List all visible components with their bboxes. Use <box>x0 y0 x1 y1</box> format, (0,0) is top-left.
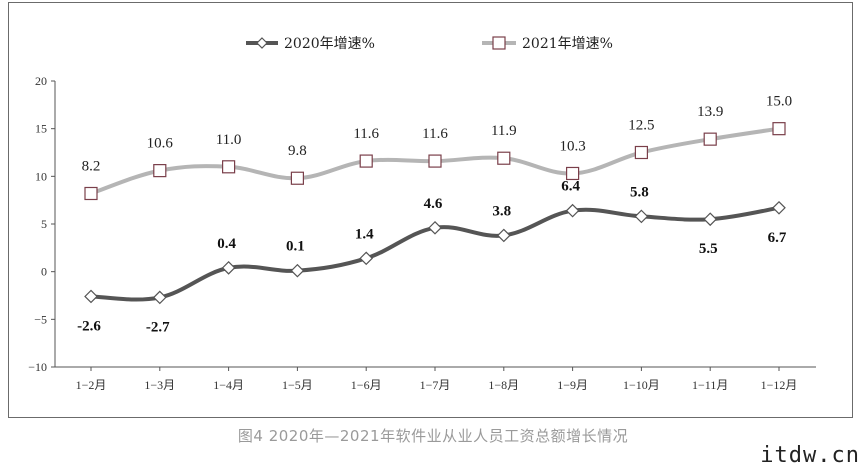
series-2021-point <box>84 186 98 201</box>
series-2020-data-label: -2.7 <box>146 319 170 335</box>
y-tick-label: −10 <box>28 360 47 374</box>
x-tick-label: 1−4月 <box>213 378 244 392</box>
series-2021-data-label: 15.0 <box>766 94 792 110</box>
legend-2020-label: 2020年增速% <box>284 36 375 52</box>
x-tick-label: 1−2月 <box>76 378 107 392</box>
legend-2021-label: 2021年增速% <box>522 36 613 52</box>
series-2021-point <box>772 122 786 136</box>
x-tick-label: 1−6月 <box>351 378 382 392</box>
series-2021-data-label: 8.2 <box>82 158 101 174</box>
x-tick-label: 1−9月 <box>557 378 588 392</box>
chart-frame <box>8 2 853 418</box>
series-2020-point <box>152 290 167 305</box>
series-2021-point <box>428 154 442 168</box>
legend: 2020年增速% 2021年增速% <box>246 36 613 52</box>
series-2021-data-label: 10.3 <box>559 138 585 154</box>
series-2020-data-label: 6.4 <box>561 179 580 195</box>
series-2020-data-label: 6.7 <box>768 230 787 246</box>
legend-2021-marker <box>492 36 506 50</box>
y-tick-label: 10 <box>35 169 47 183</box>
series-2021-data-label: 11.6 <box>353 126 379 142</box>
x-tick-label: 1−7月 <box>420 378 451 392</box>
series-2021-point <box>153 164 167 178</box>
series-2021-point <box>290 171 304 185</box>
series-2020-data-label: -2.6 <box>77 318 101 334</box>
y-tick-label: 0 <box>41 265 47 279</box>
series-2021-data-label: 9.8 <box>288 143 307 159</box>
series-2020-data-label: 5.8 <box>630 184 649 200</box>
line-chart: 20 15 10 5 0 −5 −10 1−2月 1−3月 1−4月 1−5月 1−6月 1−7月 1−8… <box>28 36 816 392</box>
figure-caption: 图4 2020年—2021年软件业从业人员工资总额增长情况 <box>237 427 629 445</box>
series-2020-point <box>84 289 98 304</box>
series-2020-point <box>565 203 580 218</box>
series-2021-data-label: 10.6 <box>147 136 174 152</box>
legend-2020-marker <box>256 37 268 49</box>
series-2020-data-label: 3.8 <box>492 203 511 219</box>
x-tick-label: 1−3月 <box>144 378 175 392</box>
series-2020-point <box>221 261 236 275</box>
y-tick-label: 15 <box>35 122 47 136</box>
series-2020-point <box>359 251 374 266</box>
series-2020-data-label: 5.5 <box>699 241 718 257</box>
series-2021-point <box>634 145 649 160</box>
series-2020-point <box>496 228 511 243</box>
x-tick-label: 1−8月 <box>488 378 519 392</box>
series-2021-data-label: 13.9 <box>697 104 723 120</box>
x-tick-label: 1−10月 <box>623 378 660 392</box>
series-2020-point <box>634 209 649 224</box>
x-tick-label: 1−5月 <box>282 378 313 392</box>
series-2021-data-label: 11.9 <box>491 123 517 139</box>
y-tick-label: −5 <box>34 312 47 326</box>
x-tick-label: 1−12月 <box>761 378 798 392</box>
series-2020-point <box>290 263 305 278</box>
watermark: itdw.cn <box>760 443 860 468</box>
series-2020-point <box>428 220 442 235</box>
series-2020-data-label: 1.4 <box>355 226 374 242</box>
y-tick-label: 20 <box>35 74 47 88</box>
series-2020-data-label: 0.4 <box>217 236 236 252</box>
series-2020-point <box>772 200 786 215</box>
series-2020-point <box>703 212 718 227</box>
series-2021-point <box>222 160 236 174</box>
series-2021-point <box>359 154 373 168</box>
series-2020-data-label: 0.1 <box>286 239 305 255</box>
series-2021-point <box>565 166 580 181</box>
series-2021-data-label: 11.6 <box>422 126 448 142</box>
series-2021-data-label: 11.0 <box>216 132 242 148</box>
series-2020-data-label: 4.6 <box>424 196 443 212</box>
series-2021-point <box>703 132 717 146</box>
x-tick-label: 1−11月 <box>692 378 728 392</box>
y-tick-label: 5 <box>41 217 47 231</box>
series-2021-data-label: 12.5 <box>628 118 654 134</box>
series-2021-point <box>497 151 511 165</box>
